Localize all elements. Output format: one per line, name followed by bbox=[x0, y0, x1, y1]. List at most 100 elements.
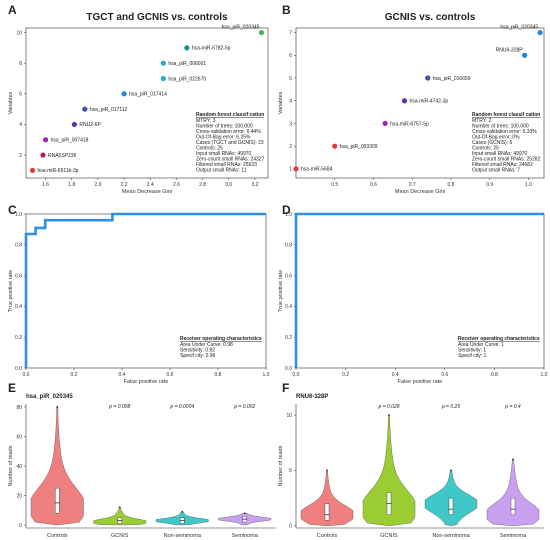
chart-title: TGCT and GCNIS vs. controls bbox=[86, 12, 228, 23]
outlier-point bbox=[243, 512, 246, 515]
box bbox=[55, 487, 60, 514]
y-tick-label: 0.4 bbox=[15, 304, 22, 310]
data-point bbox=[160, 75, 166, 82]
data-point bbox=[40, 152, 46, 158]
x-tick-label: 0.2 bbox=[342, 372, 349, 378]
point-label: RNU2-6P bbox=[79, 122, 101, 128]
info-line: Sensitivity: 1 bbox=[458, 348, 486, 354]
panel-b: B GCNIS vs. controls 0.5 0.6 0.7 0.8 0.9 1.0 1 2 3… bbox=[278, 3, 545, 195]
x-tick-label: 1.0 bbox=[263, 372, 270, 378]
point-label: hsa_piR_020345 bbox=[222, 25, 260, 31]
roc-curve bbox=[24, 212, 266, 368]
y-tick-label: 40 bbox=[16, 464, 22, 470]
info-line: Zero-count small RNAs: 25282 bbox=[472, 157, 541, 163]
y-tick-label: 0.8 bbox=[285, 243, 292, 249]
point-label: hsa_piR_007418 bbox=[51, 138, 89, 144]
info-line: Output small RNAs: 11 bbox=[196, 168, 247, 174]
y-tick-label: 0.4 bbox=[285, 304, 292, 310]
info-line: Filtered small RNAs: 25633 bbox=[196, 162, 257, 168]
x-tick-label: 0.8 bbox=[215, 372, 222, 378]
point-label: hsa-miR-4742-3p bbox=[410, 99, 449, 105]
y-tick-label: 4 bbox=[289, 99, 292, 105]
data-point bbox=[29, 167, 36, 173]
y-axis-label: Variables bbox=[8, 91, 14, 114]
data-point bbox=[82, 106, 88, 112]
x-tick-label: 2.2 bbox=[121, 182, 128, 188]
y-tick-label: 10 bbox=[16, 30, 22, 36]
x-tick-label: 2.6 bbox=[173, 182, 180, 188]
point-label: hsa_piR_006001 bbox=[168, 61, 206, 67]
y-tick-label: 4 bbox=[19, 122, 22, 128]
outlier-point bbox=[118, 506, 121, 509]
info-line: Input small RNAs: 49970 bbox=[472, 151, 528, 157]
x-tick-label: 2.4 bbox=[147, 182, 154, 188]
y-tick-label: 0 bbox=[289, 524, 292, 530]
info-title: Receiver operating characteristics bbox=[458, 336, 540, 342]
y-tick-label: 1.0 bbox=[15, 212, 22, 218]
x-tick-label: 0.9 bbox=[486, 182, 493, 188]
x-axis-label: False positive rate bbox=[124, 379, 169, 385]
outlier-point bbox=[181, 510, 184, 513]
plot-frame bbox=[25, 27, 269, 179]
info-title: Random forest classif cation bbox=[472, 112, 540, 118]
data-point bbox=[43, 137, 49, 143]
y-axis-label: Number of reads bbox=[278, 445, 284, 486]
panel-f: F RNU6-328P 0 5 10 Number of reads Controls GCN… bbox=[278, 381, 544, 539]
y-tick-label: 7 bbox=[289, 30, 292, 36]
y-tick-label: 6 bbox=[19, 92, 22, 98]
x-tick-label: 3.0 bbox=[225, 182, 232, 188]
x-tick-label: 0.7 bbox=[409, 182, 416, 188]
x-tick-label: Controls bbox=[317, 533, 338, 539]
info-line: Cases (GCNIS): 5 bbox=[472, 140, 513, 146]
y-tick-label: 2 bbox=[19, 153, 22, 159]
info-line: Controls: 25 bbox=[472, 146, 499, 152]
x-tick-label: 0.2 bbox=[71, 372, 78, 378]
plot-frame bbox=[295, 27, 545, 179]
x-tick-label: 3.2 bbox=[251, 182, 258, 188]
data-point bbox=[121, 91, 127, 97]
panel-c: C 0.0 0.2 0.4 0.6 0.8 1.0 0.0 0.2 0.4 0.6 0.8 1.0 Fal… bbox=[8, 203, 270, 385]
panel-letter: C bbox=[8, 203, 17, 217]
y-tick-label: 0.0 bbox=[15, 366, 22, 372]
y-tick-label: 0.2 bbox=[15, 335, 22, 341]
info-line: Area Under Curve: 1 bbox=[458, 342, 504, 348]
x-tick-label: 1.0 bbox=[525, 182, 532, 188]
x-tick-label: 0.4 bbox=[392, 372, 399, 378]
panel-d: D 0.0 0.2 0.4 0.6 0.8 1.0 0.0 0.2 0.4 0.6 0.8 1.0 Fal… bbox=[278, 203, 548, 385]
x-tick-label: 0.4 bbox=[119, 372, 126, 378]
point-label: hsa_piR_020345 bbox=[500, 25, 538, 31]
panel-letter: B bbox=[282, 3, 291, 17]
y-tick-label: 5 bbox=[289, 468, 292, 474]
info-line: Output small RNAs: 7 bbox=[472, 168, 520, 174]
data-point bbox=[160, 60, 166, 66]
info-line: Cases (TGCT and GCNIS): 23 bbox=[196, 140, 264, 146]
data-point bbox=[382, 120, 388, 127]
x-tick-label: Non-seminoma bbox=[432, 533, 470, 539]
p-value: p = 0.028 bbox=[378, 404, 400, 410]
x-tick-label: Seminoma bbox=[232, 533, 259, 539]
point-label: RNU6-328P bbox=[496, 47, 524, 53]
info-line: Sensitivity: 0.92 bbox=[180, 348, 215, 354]
point-label: RNA5SP236 bbox=[48, 153, 77, 159]
y-tick-label: 0.2 bbox=[285, 335, 292, 341]
y-axis-label: Variables bbox=[278, 91, 284, 114]
point-label: hsa_piR_003309 bbox=[340, 144, 378, 150]
info-line: Cross-validation error: 6.33% bbox=[472, 129, 537, 135]
info-line: Out-Of-Bag error: 0% bbox=[472, 135, 520, 141]
y-tick-label: 0.8 bbox=[15, 243, 22, 249]
info-title: Receiver operating characteristics bbox=[180, 336, 262, 342]
p-value: p = 0.25 bbox=[441, 404, 460, 410]
plot-frame bbox=[295, 213, 545, 369]
x-axis-label: Mean Decrease Gini bbox=[395, 189, 445, 195]
point-label: hsa_piR_016659 bbox=[433, 76, 471, 82]
y-tick-label: 60 bbox=[16, 434, 22, 440]
box bbox=[510, 497, 516, 515]
panel-letter: D bbox=[282, 203, 291, 217]
outlier-point bbox=[326, 469, 328, 472]
point-label: hsa-miR-6511b-3p bbox=[38, 168, 79, 174]
panel-letter: F bbox=[282, 381, 289, 395]
data-point bbox=[401, 98, 408, 104]
x-tick-label: 0.6 bbox=[441, 372, 448, 378]
y-tick-label: 2 bbox=[289, 144, 292, 150]
